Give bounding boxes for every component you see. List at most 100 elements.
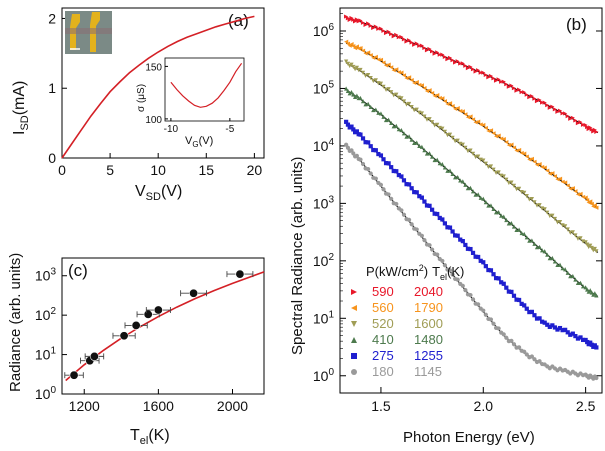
legend-temperature: 1790 (414, 300, 443, 315)
panel-b-point (486, 267, 491, 273)
panel-b-point (532, 357, 537, 362)
panel-b-point (344, 142, 349, 147)
panel-b-point (496, 326, 501, 331)
panel-b-point (419, 83, 424, 88)
panel-b-point (422, 199, 427, 204)
panel-b-point (496, 133, 501, 138)
panel-b-point (491, 272, 496, 277)
panel-b-point (376, 26, 381, 31)
panel-b-point (378, 153, 384, 158)
panel-b-point (481, 122, 486, 128)
inset-ytick-label: 100 (145, 115, 162, 126)
panel-b-point (529, 94, 534, 99)
panel-b-point (450, 171, 455, 177)
panel-b-point (509, 221, 514, 226)
panel-b-point (422, 86, 427, 91)
legend-temperature: 1145 (414, 364, 442, 379)
panel-b-point (578, 120, 583, 125)
panel-b-point (404, 39, 409, 44)
panel-b-ytick-label: 105 (313, 79, 335, 96)
panel-b-point (570, 186, 575, 191)
panel-b-point (568, 116, 573, 121)
panel-b-point (529, 354, 534, 359)
panel-b-point (351, 64, 356, 70)
panel-c-frame (61, 257, 265, 395)
panel-b-point (419, 111, 424, 116)
panel-b-point (506, 143, 511, 148)
panel-b-point (491, 131, 496, 136)
panel-b-point (517, 147, 522, 153)
panel-b-point (383, 161, 389, 166)
panel-b-point (440, 96, 445, 101)
panel-b: (b) 1.5 2.0 2.5 100 101 102 103 104 105 106 P(kW… (289, 7, 603, 446)
panel-c-label: (c) (68, 261, 88, 280)
panel-b-point (358, 46, 363, 51)
panel-b-point (351, 151, 356, 156)
panel-b-point (409, 105, 414, 110)
panel-b-point (470, 189, 476, 194)
panel-b-point (419, 195, 424, 200)
panel-b-point (473, 254, 478, 259)
panel-b-point (349, 124, 354, 129)
panel-a-xtick-label: 15 (198, 162, 214, 178)
panel-b-label: (b) (566, 15, 587, 34)
panel-b-xlabel: Photon Energy (eV) (403, 429, 535, 446)
panel-b-point (354, 153, 359, 159)
panel-b-point (468, 148, 473, 153)
panel-b-point (488, 164, 494, 169)
panel-b-point (514, 187, 519, 192)
panel-b-point (545, 252, 550, 257)
panel-b-point (580, 194, 586, 200)
panel-b-point (578, 280, 583, 285)
panel-b-point (463, 63, 468, 68)
panel-b-point (504, 217, 509, 223)
panel-b-point (511, 342, 517, 347)
panel-b-point (404, 182, 409, 187)
panel-b-point (440, 258, 445, 264)
panel-b-point (389, 165, 394, 170)
panel-b-point (371, 25, 376, 31)
panel-b-point (435, 252, 440, 257)
panel-b-point (351, 92, 356, 97)
panel-b-point (588, 125, 593, 130)
panel-b-point (401, 73, 407, 78)
inset-ylabel: σ (μS) (136, 84, 147, 112)
panel-b-point (476, 254, 481, 260)
panel-b-point (394, 32, 399, 37)
panel-b-point (378, 81, 384, 86)
panel-b-point (468, 246, 473, 252)
panel-b-point (422, 114, 427, 119)
panel-b-point (414, 190, 419, 195)
panel-b-point (555, 220, 560, 225)
panel-a-iv-curve (61, 15, 255, 159)
panel-b-point (389, 65, 394, 70)
panel-b-point (483, 200, 488, 205)
panel-b-point (511, 224, 517, 229)
panel-b-point (501, 79, 506, 84)
panel-b-point (517, 186, 522, 191)
panel-b-ytick-label: 101 (313, 309, 335, 326)
panel-b-point (354, 129, 359, 134)
panel-b-point (473, 69, 478, 74)
panel-b-point (501, 332, 506, 337)
panel-b-point (412, 189, 417, 195)
panel-b-point (570, 273, 575, 279)
panel-b-point (509, 338, 514, 343)
panel-b-point (514, 148, 519, 153)
panel-b-point (396, 35, 401, 40)
panel-b-point (568, 332, 573, 337)
panel-b-point (542, 249, 547, 254)
panel-b-point (453, 139, 458, 144)
panel-b-point (476, 119, 481, 124)
panel-b-point (455, 59, 460, 64)
panel-b-point (547, 213, 552, 219)
panel-b-point (537, 244, 542, 250)
panel-b-point (540, 248, 545, 253)
panel-b-point (499, 79, 504, 84)
panel-c-fit-curve (65, 271, 265, 382)
panel-b-point (527, 157, 532, 162)
panel-b-point (419, 144, 424, 149)
panel-b-point (547, 171, 552, 176)
panel-b-point (430, 207, 435, 212)
panel-b-point (592, 246, 597, 252)
